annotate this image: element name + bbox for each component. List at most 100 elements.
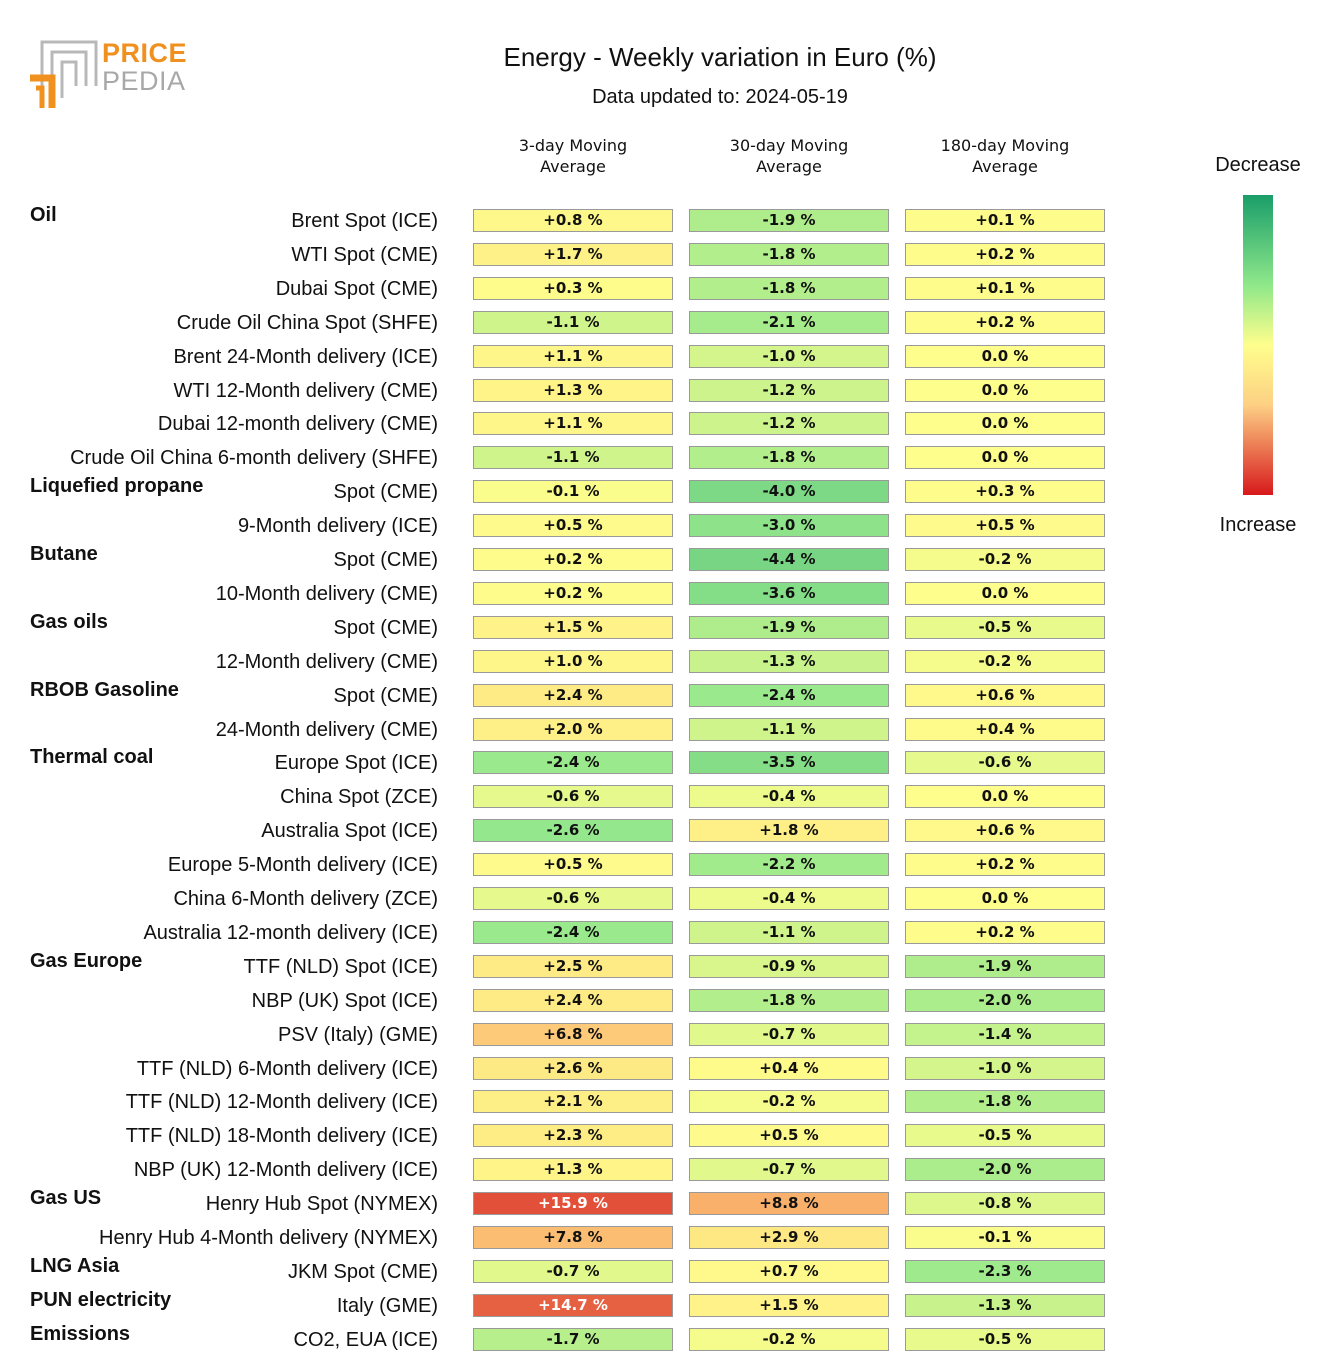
heatmap-cell: -1.9 % [905, 954, 1105, 978]
heatmap-cell: +0.5 % [689, 1124, 889, 1148]
heatmap-cell: -1.0 % [689, 344, 889, 368]
row-label: TTF (NLD) 12-Month delivery (ICE) [125, 1091, 438, 1114]
heatmap-cell: -2.4 % [689, 683, 889, 707]
row-label: Brent 24-Month delivery (ICE) [173, 345, 438, 368]
heatmap-cell: -4.0 % [689, 480, 889, 504]
heatmap-cell: +1.8 % [689, 819, 889, 843]
heatmap-cell: -1.0 % [905, 1056, 1105, 1080]
heatmap-cell: -0.4 % [689, 785, 889, 809]
group-label: RBOB Gasoline [30, 678, 179, 701]
heatmap-cell: -0.6 % [473, 887, 673, 910]
legend-decrease-label: Decrease [1215, 154, 1301, 176]
heatmap-cell: -0.1 % [905, 1226, 1105, 1249]
heatmap-cell: +0.2 % [473, 548, 673, 571]
heatmap-cell: +1.3 % [473, 378, 673, 402]
row-label: NBP (UK) Spot (ICE) [251, 989, 438, 1012]
heatmap-cell: -1.9 % [689, 209, 889, 232]
row-label: Italy (GME) [336, 1294, 438, 1317]
heatmap-cell: -1.7 % [473, 1327, 673, 1351]
heatmap-cell: +0.5 % [473, 853, 673, 877]
heatmap-cell: -3.6 % [689, 581, 889, 605]
row-label: CO2, EUA (ICE) [293, 1328, 438, 1351]
row-label: Dubai 12-month delivery (CME) [157, 413, 438, 436]
row-label: 9-Month delivery (ICE) [237, 515, 438, 538]
row-label: JKM Spot (CME) [287, 1260, 438, 1283]
heatmap-cell: -0.2 % [689, 1327, 889, 1351]
heatmap-cell: 0.0 % [905, 887, 1105, 910]
chart-subtitle: Data updated to: 2024-05-19 [592, 86, 848, 108]
row-label: TTF (NLD) Spot (ICE) [243, 955, 438, 978]
group-label: Oil [30, 204, 57, 226]
heatmap-cell: +0.1 % [905, 276, 1105, 300]
group-label: Gas oils [30, 610, 108, 633]
heatmap-cell: -1.1 % [689, 717, 889, 741]
heatmap-cell: -1.3 % [905, 1293, 1105, 1317]
heatmap-cell: 0.0 % [905, 785, 1105, 809]
heatmap-cell: -1.8 % [689, 276, 889, 300]
heatmap-cell: -1.3 % [689, 649, 889, 673]
heatmap-cell: +0.4 % [689, 1056, 889, 1080]
group-label: Emissions [30, 1322, 131, 1345]
heatmap-cell: +0.2 % [473, 581, 673, 605]
heatmap-cell: -1.2 % [689, 412, 889, 436]
heatmap-cell: +2.0 % [473, 717, 673, 741]
group-label: LNG Asia [30, 1254, 120, 1277]
logo-mark-icon [30, 40, 98, 108]
heatmap-cell: +8.8 % [689, 1192, 889, 1216]
heatmap-cell: -2.0 % [905, 1158, 1105, 1182]
heatmap-cell: -1.1 % [689, 920, 889, 944]
heatmap-cell: -0.9 % [689, 954, 889, 978]
heatmap-cell: -4.4 % [689, 548, 889, 571]
row-label: 24-Month delivery (CME) [215, 718, 438, 741]
heatmap-cell: +2.6 % [473, 1056, 673, 1080]
heatmap-cell: -0.8 % [905, 1192, 1105, 1216]
heatmap-cell: +0.2 % [905, 310, 1105, 334]
row-label: Brent Spot (ICE) [291, 210, 438, 232]
heatmap-cell: +0.1 % [905, 209, 1105, 232]
group-label: Gas Europe [30, 949, 143, 972]
heatmap-cell: -1.1 % [473, 310, 673, 334]
heatmap-cell: -0.7 % [473, 1259, 673, 1283]
heatmap-cell: +0.2 % [905, 920, 1105, 944]
row-label: 12-Month delivery (CME) [215, 650, 438, 673]
column-header-30-day: 30-day Moving Average [729, 136, 849, 176]
heatmap-cell: +2.4 % [473, 988, 673, 1012]
heatmap-cell: +1.1 % [473, 344, 673, 368]
heatmap-cell: +0.3 % [473, 276, 673, 300]
heatmap-cell: 0.0 % [905, 581, 1105, 605]
row-label: Europe Spot (ICE) [274, 752, 438, 775]
row-label: WTI 12-Month delivery (CME) [173, 379, 439, 402]
heatmap-cell: -2.4 % [473, 751, 673, 775]
group-label: Gas US [30, 1187, 102, 1210]
group-label: Liquefied propane [30, 475, 204, 498]
heatmap-cell: -0.2 % [905, 649, 1105, 673]
heatmap-cell: +0.5 % [905, 514, 1105, 538]
heatmap-cell: +7.8 % [473, 1226, 673, 1249]
heatmap-cell: +2.3 % [473, 1124, 673, 1148]
heatmap-cell: +0.8 % [473, 209, 673, 232]
row-label: TTF (NLD) 6-Month delivery (ICE) [136, 1057, 438, 1080]
row-label: Australia Spot (ICE) [261, 820, 438, 843]
row-label: China 6-Month delivery (ZCE) [173, 888, 438, 910]
heatmap-cell: +15.9 % [473, 1192, 673, 1216]
heatmap-cell: -0.5 % [905, 1327, 1105, 1351]
row-label: Spot (CME) [333, 481, 438, 504]
row-label: Crude Oil China 6-month delivery (SHFE) [70, 447, 438, 470]
row-label: NBP (UK) 12-Month delivery (ICE) [133, 1159, 438, 1182]
heatmap-cell: +6.8 % [473, 1022, 673, 1046]
heatmap-cell: +0.2 % [905, 853, 1105, 877]
heatmap-cell: 0.0 % [905, 446, 1105, 470]
row-label: TTF (NLD) 18-Month delivery (ICE) [125, 1125, 438, 1148]
heatmap-cell: +0.2 % [905, 242, 1105, 266]
heatmap-cell: -2.1 % [689, 310, 889, 334]
heatmap-cell: -1.9 % [689, 615, 889, 639]
heatmap-cell: -2.4 % [473, 920, 673, 944]
column-header-180-day: 180-day Moving Average [940, 136, 1070, 176]
heatmap-cell: +0.6 % [905, 819, 1105, 843]
heatmap-cell: -1.2 % [689, 378, 889, 402]
heatmap-cell: -2.6 % [473, 819, 673, 843]
row-label: Dubai Spot (CME) [275, 277, 438, 300]
heatmap-cell: +0.5 % [473, 514, 673, 538]
heatmap-cell: +1.0 % [473, 649, 673, 673]
row-label: China Spot (ZCE) [280, 786, 438, 809]
